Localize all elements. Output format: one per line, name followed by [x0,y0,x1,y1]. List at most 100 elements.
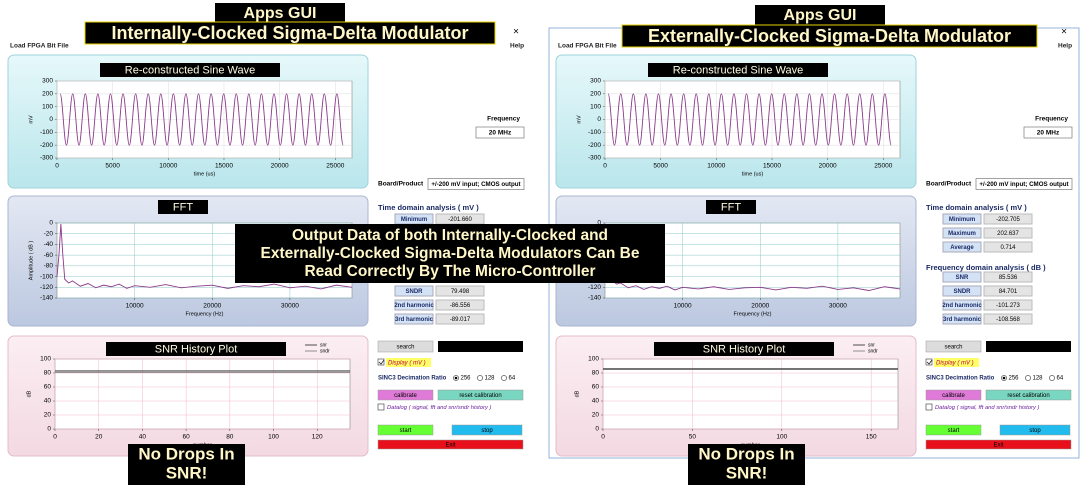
display-bg [934,358,979,367]
radio[interactable] [501,375,507,381]
start-button-bg[interactable] [377,424,434,436]
y-tick-label: 100 [590,103,601,110]
menu-item[interactable]: Help [510,43,524,50]
y-tick-label: -60 [44,252,54,259]
y-tick-label: 100 [40,356,51,363]
y-tick-label: -40 [44,241,54,248]
close-button[interactable]: × [1061,27,1067,38]
exit-button-bg[interactable] [925,439,1072,450]
search-button-bg[interactable] [377,340,434,353]
menu-item[interactable]: Help [1058,43,1072,50]
y-tick-label: 60 [44,384,52,391]
search-button-bg[interactable] [925,340,982,353]
y-tick-label: 100 [588,356,599,363]
row-value-bg [435,313,485,325]
x-tick-label: 40 [139,434,147,441]
x-tick-label: 100 [776,434,787,441]
x-axis-label: Frequency (Hz) [186,311,224,317]
callout-text: No Drops In [698,444,794,463]
row-value: -89.017 [450,317,471,323]
reset-button-bg[interactable] [985,389,1072,401]
reset-button[interactable]: reset calibration [1007,393,1049,399]
y-tick-label: 80 [592,370,600,377]
start-button-bg[interactable] [925,424,982,436]
y-axis-label: Amplitude ( dB ) [28,241,34,281]
y-tick-label: 20 [44,412,52,419]
x-tick-label: 0 [601,434,605,441]
search-field[interactable] [438,341,523,352]
y-tick-label: 200 [590,91,601,98]
reset-button[interactable]: reset calibration [459,393,501,399]
start-button[interactable]: start [400,428,412,434]
stop-button[interactable]: stop [481,428,493,434]
calibrate-button[interactable]: calibrate [394,393,417,399]
x-tick-label: 20000 [203,303,221,310]
x-tick-label: 10000 [159,163,177,170]
section-title: Frequency domain analysis ( dB ) [926,263,1046,272]
search-button[interactable]: search [944,345,962,351]
overlay-text: Output Data of both Internally-Clocked a… [292,227,608,244]
panel-title: Re-constructed Sine Wave [125,64,255,76]
row-label: SNR [956,275,969,281]
y-tick-label: -120 [40,284,53,291]
checkbox[interactable] [377,403,385,411]
exit-button[interactable]: Exit [993,443,1003,449]
overlay-bg [235,224,665,283]
data-line [59,93,344,146]
row-label-bg [942,313,982,325]
radio[interactable] [477,375,483,381]
row-value-bg [983,227,1033,239]
y-tick-label: -120 [588,284,601,291]
y-tick-label: -140 [588,295,601,302]
row-value-bg [983,313,1033,325]
row-label: SNDR [405,289,423,295]
x-tick-label: 25000 [326,163,344,170]
y-tick-label: -140 [40,295,53,302]
search-button[interactable]: search [396,345,414,351]
stop-button-bg[interactable] [451,424,523,436]
stop-button-bg[interactable] [999,424,1071,436]
radio-dot [1002,376,1006,380]
search-field[interactable] [986,341,1071,352]
section-title: Time domain analysis ( mV ) [378,203,479,212]
field-box [1023,126,1073,139]
sinc-label: SINC3 Decimation Ratio [378,376,447,382]
overlay-text: Externally-Clocked Sigma-Delta Modulator… [261,245,640,262]
frequency-label: Frequency [487,116,520,123]
checkbox[interactable] [925,358,933,366]
y-tick-label: 0 [47,426,51,433]
start-button[interactable]: start [948,428,960,434]
panel-title-bg [648,63,828,77]
close-button[interactable]: × [513,27,519,38]
radio[interactable] [1025,375,1031,381]
stop-button[interactable]: stop [1029,428,1041,434]
y-tick-label: -200 [588,142,601,149]
x-tick-label: 0 [53,434,57,441]
x-tick-label: 120 [312,434,323,441]
y-tick-label: -20 [44,230,54,237]
reset-button-bg[interactable] [437,389,524,401]
callout-bg [688,444,805,485]
row-value: -86.556 [450,303,471,309]
calibrate-button-bg[interactable] [925,389,982,401]
menu-item[interactable]: Load FPGA Bit File [10,43,69,50]
calibrate-button[interactable]: calibrate [942,393,965,399]
exit-button-bg[interactable] [377,439,524,450]
radio-label: 64 [509,376,516,382]
x-tick-label: 20000 [751,303,769,310]
callout-text: SNR! [166,463,208,482]
exit-button[interactable]: Exit [445,443,455,449]
callout-bg [128,444,245,485]
menu-item[interactable]: Load FPGA Bit File [558,43,617,50]
x-tick-label: 20000 [271,163,289,170]
legend-label: snr [320,342,327,348]
radio[interactable] [1049,375,1055,381]
checkbox[interactable] [925,403,933,411]
x-tick-label: 30000 [281,303,299,310]
calibrate-button-bg[interactable] [377,389,434,401]
banner-subtitle: Externally-Clocked Sigma-Delta Modulator [648,26,1011,46]
y-axis-label: dB [26,390,32,397]
checkbox[interactable] [377,358,385,366]
x-tick-label: 30000 [829,303,847,310]
